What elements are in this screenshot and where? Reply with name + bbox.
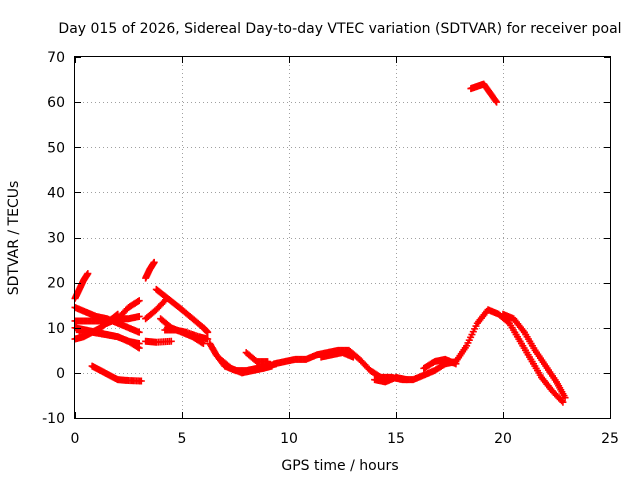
data-point (134, 298, 142, 306)
data-point (493, 98, 501, 106)
data-point (204, 335, 212, 343)
series-seg-16 (217, 355, 276, 377)
series-seg-23 (467, 80, 501, 106)
data-point (264, 358, 272, 366)
y-tick-label: 50 (47, 140, 65, 156)
y-tick-label: 40 (47, 185, 65, 201)
chart-title: Day 015 of 2026, Sidereal Day-to-day VTE… (58, 21, 621, 37)
data-point (452, 360, 460, 368)
series-seg-21 (420, 355, 460, 372)
data-point (403, 376, 411, 384)
y-tick-label: 30 (47, 231, 65, 247)
x-tick-label: 0 (71, 431, 80, 447)
data-point (167, 337, 175, 345)
data-point (349, 353, 357, 361)
plot-frame (74, 56, 611, 419)
grid (75, 57, 610, 418)
x-tick-labels: 0 5 10 15 20 25 (71, 431, 619, 447)
data-point (204, 328, 212, 336)
series-seg-8 (88, 362, 145, 385)
series-seg-19 (317, 349, 357, 361)
axis-ticks (75, 57, 611, 419)
data-point (135, 312, 143, 320)
series-seg-20 (371, 373, 411, 386)
y-tick-labels: -10 0 10 20 30 40 50 60 70 (42, 50, 65, 427)
y-tick-label: 20 (47, 276, 65, 292)
series-seg-11 (142, 337, 175, 346)
series-seg-6 (75, 328, 143, 348)
data-point (150, 258, 158, 266)
y-axis-label: SDTVAR / TECUs (6, 181, 22, 296)
data-points (71, 80, 569, 406)
data-point (135, 328, 143, 336)
data-point (561, 394, 569, 402)
data-point (135, 297, 143, 305)
series-seg-17 (242, 349, 272, 366)
data-point (135, 340, 143, 348)
series-seg-9 (142, 258, 158, 282)
data-point (84, 270, 92, 278)
x-tick-label: 25 (601, 431, 619, 447)
data-point (137, 377, 145, 385)
series-seg-7 (103, 297, 143, 327)
series-seg-18 (270, 306, 567, 406)
series-seg-22 (499, 310, 569, 402)
x-axis-label: GPS time / hours (281, 458, 398, 474)
y-tick-label: 10 (47, 321, 65, 337)
data-point (559, 398, 567, 406)
y-tick-label: -10 (42, 411, 65, 427)
series-seg-12 (152, 285, 212, 336)
data-point (492, 97, 500, 105)
x-tick-label: 20 (494, 431, 512, 447)
y-tick-label: 70 (47, 50, 65, 66)
y-tick-label: 60 (47, 95, 65, 111)
x-tick-label: 15 (387, 431, 405, 447)
x-tick-label: 10 (280, 431, 298, 447)
x-tick-label: 5 (178, 431, 187, 447)
series-seg-14 (161, 326, 212, 343)
y-tick-label: 0 (56, 366, 65, 382)
